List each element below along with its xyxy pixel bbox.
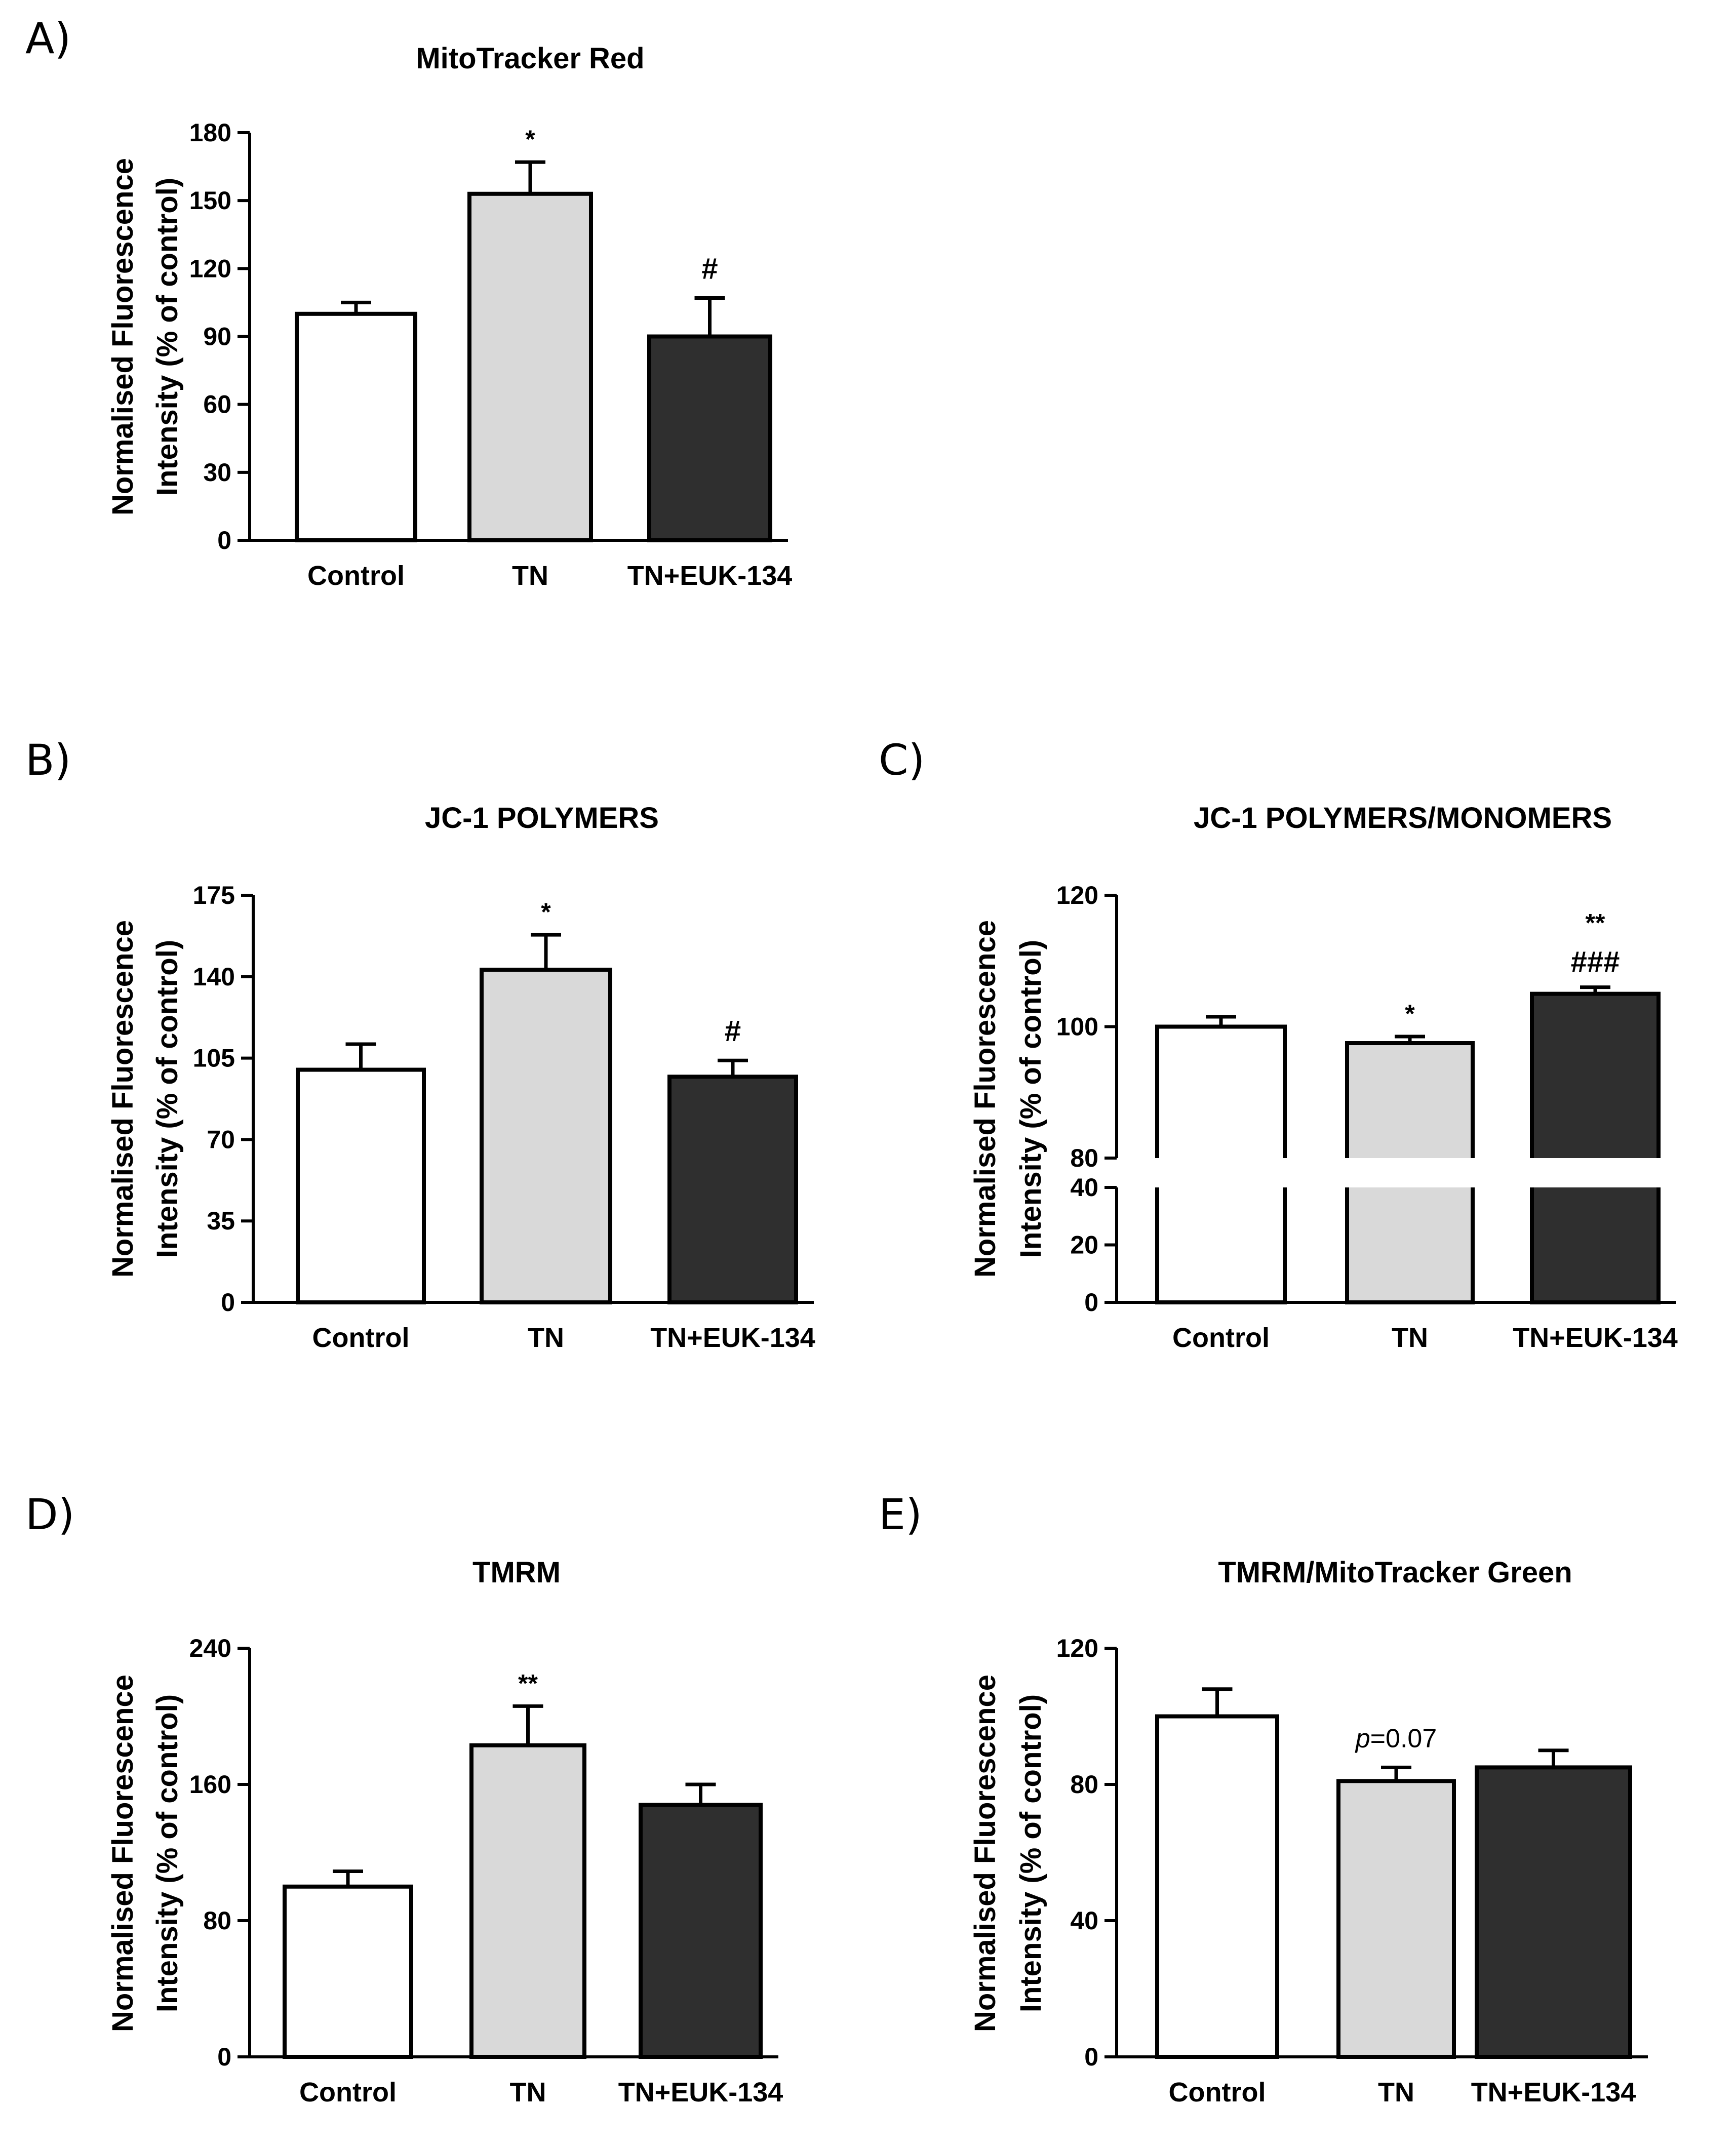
category-label: TN	[1392, 1323, 1428, 1353]
significance-marker: *	[525, 125, 535, 153]
chart-panel-1: A) MitoTracker Red Normalised Fluorescence…	[25, 14, 792, 591]
bar-2-lower	[1345, 1187, 1475, 1304]
y-tick-label: 0	[217, 526, 231, 554]
bar-1	[296, 1067, 426, 1305]
category-label: TN	[1378, 2077, 1414, 2108]
bar-3-lower	[1530, 1187, 1661, 1304]
y-tick-label: 40	[1070, 1173, 1098, 1202]
significance-marker: ** ###	[1571, 909, 1620, 979]
y-tick-label: 80	[203, 1906, 231, 1935]
panel-letter: C)	[879, 735, 925, 785]
category-label: Control	[312, 1323, 410, 1353]
y-tick-label: 30	[203, 458, 231, 487]
bar-2	[469, 1743, 586, 2059]
y-tick-label: 240	[189, 1634, 231, 1662]
y-tick-label: 80	[1070, 1144, 1098, 1172]
y-tick-label: 40	[1070, 1906, 1098, 1935]
y-axis-label-line-1: Normalised Fluorescence	[106, 1675, 139, 2032]
y-axis-label-line-1: Normalised Fluorescence	[106, 158, 139, 515]
category-label: TN+EUK-134	[1471, 2077, 1636, 2108]
category-label: TN+EUK-134	[618, 2077, 783, 2108]
category-label: TN	[512, 561, 548, 591]
panel-letter: D)	[25, 1490, 74, 1539]
bar-1-lower	[1155, 1187, 1287, 1304]
bar-3	[667, 1075, 798, 1304]
bar-2-upper	[1345, 1041, 1475, 1158]
y-tick-label: 0	[1084, 1288, 1098, 1317]
y-tick-label: 70	[207, 1125, 235, 1154]
chart-title: MitoTracker Red	[416, 42, 644, 75]
y-tick-label: 90	[203, 323, 231, 351]
chart-panel-2: B) JC-1 POLYMERS Normalised Fluorescence In…	[25, 735, 815, 1353]
panel-letter: A)	[25, 14, 71, 63]
significance-marker: **	[518, 1669, 538, 1697]
y-tick-label: 35	[207, 1207, 235, 1235]
chart-title: TMRM	[472, 1556, 561, 1589]
y-axis-label-line-2: Intensity (% of control)	[151, 1694, 184, 2012]
significance-marker: *	[541, 898, 551, 926]
y-tick-label: 80	[1070, 1770, 1098, 1799]
chart-panel-3: C) JC-1 POLYMERS/MONOMERS Normalised Fluor…	[879, 735, 1678, 1353]
significance-marker: #	[701, 252, 718, 285]
chart-title: JC-1 POLYMERS	[425, 802, 659, 834]
y-axis-label-line-2: Intensity (% of control)	[151, 178, 184, 496]
chart-panel-5: E) TMRM/MitoTracker Green Normalised Fluor…	[879, 1490, 1648, 2108]
bar-1-upper	[1155, 1024, 1287, 1158]
y-axis-label-line-1: Normalised Fluorescence	[969, 1675, 1002, 2032]
y-tick-label: 180	[189, 118, 231, 147]
bar-3	[647, 334, 772, 542]
axis-break-gap	[1527, 1160, 1664, 1185]
y-tick-label: 100	[1056, 1013, 1098, 1041]
bar-1	[1155, 1714, 1279, 2059]
y-tick-label: 20	[1070, 1231, 1098, 1259]
axis-break-gap	[1342, 1160, 1478, 1185]
category-label: Control	[307, 561, 405, 591]
category-label: TN+EUK-134	[627, 561, 793, 591]
axis-break-gap	[1152, 1160, 1290, 1185]
category-label: Control	[1172, 1323, 1270, 1353]
category-label: Control	[1169, 2077, 1266, 2108]
y-tick-label: 175	[193, 881, 235, 909]
bar-2	[467, 191, 593, 542]
bar-1	[283, 1884, 413, 2059]
y-tick-label: 120	[189, 254, 231, 283]
category-label: TN+EUK-134	[1513, 1323, 1678, 1353]
bar-3-upper	[1530, 991, 1661, 1158]
y-axis-label-line-1: Normalised Fluorescence	[969, 920, 1002, 1278]
y-tick-label: 120	[1056, 1634, 1098, 1662]
y-tick-label: 160	[189, 1770, 231, 1799]
y-tick-label: 0	[1084, 2043, 1098, 2071]
significance-marker: *	[1405, 1000, 1415, 1028]
y-axis-label-line-2: Intensity (% of control)	[151, 940, 184, 1258]
y-tick-label: 150	[189, 186, 231, 215]
panel-letter: B)	[25, 735, 71, 785]
significance-marker: p=0.07	[1355, 1724, 1437, 1753]
chart-title: JC-1 POLYMERS/MONOMERS	[1194, 802, 1612, 834]
y-tick-label: 105	[193, 1044, 235, 1072]
bar-3	[1475, 1765, 1632, 2059]
bar-2	[1336, 1779, 1456, 2059]
y-tick-label: 0	[217, 2043, 231, 2071]
chart-panel-4: D) TMRM Normalised Fluorescence Intensity (…	[25, 1490, 783, 2108]
chart-title: TMRM/MitoTracker Green	[1218, 1556, 1572, 1589]
bar-3	[639, 1803, 763, 2059]
y-tick-label: 0	[221, 1288, 235, 1317]
category-label: TN	[510, 2077, 546, 2108]
y-tick-label: 60	[203, 390, 231, 419]
y-axis-label-line-1: Normalised Fluorescence	[106, 920, 139, 1278]
y-tick-label: 120	[1056, 881, 1098, 909]
y-axis-label-line-2: Intensity (% of control)	[1014, 1694, 1047, 2012]
bar-1	[295, 311, 417, 542]
y-axis-label-line-2: Intensity (% of control)	[1014, 940, 1047, 1258]
category-label: Control	[299, 2077, 397, 2108]
bar-2	[480, 968, 612, 1304]
panel-letter: E)	[879, 1490, 922, 1539]
y-tick-label: 140	[193, 963, 235, 991]
significance-marker: #	[725, 1015, 741, 1048]
category-label: TN	[528, 1323, 564, 1353]
category-label: TN+EUK-134	[650, 1323, 815, 1353]
